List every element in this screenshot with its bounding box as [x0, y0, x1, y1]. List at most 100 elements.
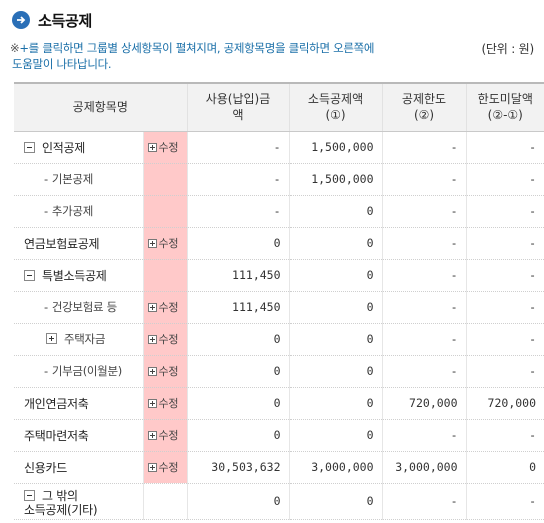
collapse-icon[interactable]: [24, 141, 35, 153]
deduction-amount: 0: [288, 387, 383, 420]
row-name-cell[interactable]: 인적공제: [14, 131, 143, 164]
edit-cell[interactable]: 수정: [142, 355, 188, 388]
deduction-limit: -: [381, 259, 467, 292]
plus-icon: [147, 366, 157, 376]
row-label[interactable]: 기부금(이월분): [51, 364, 122, 378]
remaining-limit: -: [465, 195, 544, 228]
used-amount: 0: [186, 323, 290, 356]
row-name-cell[interactable]: 그 밖의 소득공제(기타): [14, 483, 143, 520]
edit-cell: [142, 259, 188, 292]
deduction-limit: -: [381, 163, 467, 196]
edit-cell[interactable]: 수정: [142, 131, 188, 164]
header-deduction-amount: 소득공제액 (①): [288, 82, 383, 132]
edit-button[interactable]: 수정: [147, 363, 178, 379]
row-name-cell[interactable]: - 기본공제: [14, 163, 143, 196]
row-name-cell[interactable]: 주택자금: [14, 323, 143, 356]
used-amount: 0: [186, 355, 290, 388]
edit-button[interactable]: 수정: [147, 459, 178, 475]
row-label[interactable]: 기본공제: [51, 172, 93, 186]
plus-icon: [147, 238, 157, 248]
edit-button[interactable]: 수정: [147, 235, 178, 251]
table-row: 주택마련저축 수정 0 0 - -: [14, 419, 544, 452]
header-used-amount: 사용(납입)금 액: [186, 82, 290, 132]
used-amount: 111,450: [186, 291, 290, 324]
remaining-limit: -: [465, 291, 544, 324]
used-amount: 0: [186, 227, 290, 260]
row-label[interactable]: 그 밖의: [42, 488, 78, 503]
row-label[interactable]: 특별소득공제: [42, 268, 107, 283]
expand-icon[interactable]: [46, 333, 57, 344]
plus-icon: [147, 302, 157, 312]
notice-line-2: 도움말이 나타납니다.: [12, 57, 112, 71]
used-amount: 0: [186, 419, 290, 452]
header-item-name: 공제항목명: [14, 82, 188, 132]
edit-cell[interactable]: 수정: [142, 323, 188, 356]
notice-line-1: +를 클릭하면 그룹별 상세항목이 펼쳐지며, 공제항목명을 클릭하면 오른쪽에: [19, 41, 375, 55]
row-label[interactable]: 개인연금저축: [24, 396, 89, 411]
used-amount: -: [186, 195, 290, 228]
row-label-line-2[interactable]: 소득공제(기타): [24, 502, 98, 517]
edit-cell[interactable]: 수정: [142, 387, 188, 420]
deduction-limit: -: [381, 355, 467, 388]
remaining-limit: 720,000: [465, 387, 544, 420]
remaining-limit: -: [465, 131, 544, 164]
row-name-cell[interactable]: 특별소득공제: [14, 259, 143, 292]
edit-cell[interactable]: 수정: [142, 451, 188, 484]
deduction-limit: -: [381, 483, 467, 520]
unit-label: (단위 : 원): [481, 42, 534, 56]
header-remaining-limit: 한도미달액 (②-①): [465, 82, 544, 132]
remaining-limit: -: [465, 227, 544, 260]
row-label[interactable]: 주택마련저축: [24, 428, 89, 443]
header-deduction-limit: 공제한도 (②): [381, 82, 467, 132]
row-name-cell[interactable]: - 추가공제: [14, 195, 143, 228]
collapse-icon[interactable]: [24, 269, 35, 281]
edit-button[interactable]: 수정: [147, 139, 178, 155]
edit-button[interactable]: 수정: [147, 331, 178, 347]
remaining-limit: -: [465, 163, 544, 196]
remaining-limit: -: [465, 323, 544, 356]
edit-cell: [142, 195, 188, 228]
deduction-limit: -: [381, 131, 467, 164]
remaining-limit: 0: [465, 451, 544, 484]
row-name-cell[interactable]: 연금보험료공제: [14, 227, 143, 260]
row-name-cell[interactable]: 신용카드: [14, 451, 143, 484]
used-amount: 0: [186, 387, 290, 420]
edit-cell: [142, 163, 188, 196]
edit-cell[interactable]: 수정: [142, 419, 188, 452]
page-title: 소득공제: [38, 11, 93, 30]
row-label[interactable]: 인적공제: [42, 140, 85, 155]
table-row: 그 밖의 소득공제(기타) 0 0 - -: [14, 483, 544, 520]
deduction-amount: 1,500,000: [288, 131, 383, 164]
edit-cell[interactable]: 수정: [142, 291, 188, 324]
collapse-icon[interactable]: [24, 489, 35, 501]
deduction-limit: -: [381, 291, 467, 324]
edit-button[interactable]: 수정: [147, 299, 178, 315]
edit-cell[interactable]: 수정: [142, 227, 188, 260]
row-name-cell[interactable]: - 기부금(이월분): [14, 355, 143, 388]
row-label[interactable]: 신용카드: [24, 460, 67, 475]
row-label[interactable]: 건강보험료 등: [51, 300, 117, 314]
used-amount: 111,450: [186, 259, 290, 292]
row-name-cell[interactable]: 개인연금저축: [14, 387, 143, 420]
row-name-cell[interactable]: 주택마련저축: [14, 419, 143, 452]
edit-button[interactable]: 수정: [147, 395, 178, 411]
row-label[interactable]: 연금보험료공제: [24, 236, 100, 251]
row-name-cell[interactable]: - 건강보험료 등: [14, 291, 143, 324]
notice-mark: ※: [10, 41, 20, 55]
table-row: 신용카드 수정 30,503,632 3,000,000 3,000,000 0: [14, 451, 544, 484]
deduction-limit: -: [381, 323, 467, 356]
help-notice: ※+를 클릭하면 그룹별 상세항목이 펼쳐지며, 공제항목명을 클릭하면 오른쪽…: [10, 40, 430, 72]
edit-button[interactable]: 수정: [147, 427, 178, 443]
row-label[interactable]: 추가공제: [51, 204, 93, 218]
used-amount: -: [186, 131, 290, 164]
deduction-amount: 0: [288, 483, 383, 520]
deduction-limit: 3,000,000: [381, 451, 467, 484]
table-row: 연금보험료공제 수정 0 0 - -: [14, 227, 544, 260]
table-row: 특별소득공제 111,450 0 - -: [14, 259, 544, 292]
row-label[interactable]: 주택자금: [64, 332, 106, 346]
deduction-amount: 0: [288, 227, 383, 260]
edit-cell: [142, 483, 188, 520]
deduction-amount: 0: [288, 195, 383, 228]
deduction-amount: 0: [288, 259, 383, 292]
used-amount: 0: [186, 483, 290, 520]
